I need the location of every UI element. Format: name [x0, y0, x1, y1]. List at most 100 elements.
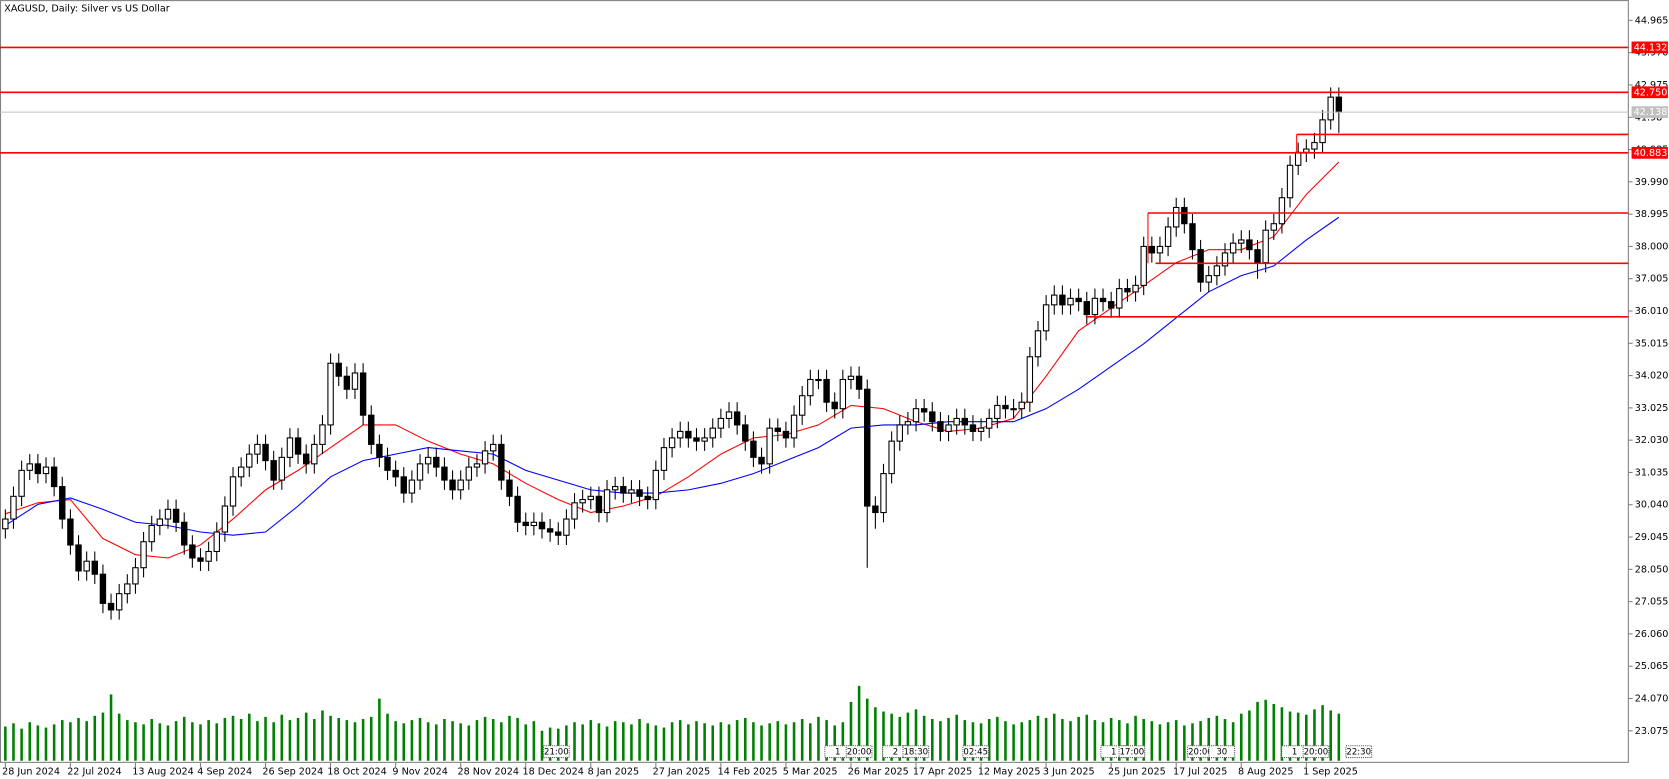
candle-body	[50, 466, 58, 488]
volume-bar	[1061, 719, 1064, 761]
volume-bar	[646, 723, 649, 761]
candle-body	[408, 479, 416, 494]
volume-bar	[524, 724, 528, 761]
volume-bar	[703, 723, 706, 761]
volume-bar	[93, 715, 97, 761]
candle-body	[880, 473, 887, 514]
x-tick-label: 12 May 2025	[978, 766, 1041, 777]
candle-body	[400, 476, 407, 494]
volume-bar	[288, 720, 292, 761]
candle-body	[514, 495, 521, 523]
y-tick-label: 44.965	[1635, 15, 1669, 26]
level-label: 44.132	[1634, 42, 1668, 53]
candle-body	[140, 541, 147, 569]
candle-body	[115, 593, 123, 611]
volume-bar	[1101, 722, 1105, 761]
volume-bar	[516, 717, 519, 761]
x-tick-label: 18 Dec 2024	[523, 766, 584, 777]
volume-bar	[264, 716, 267, 761]
y-tick-label: 31.035	[1635, 467, 1669, 478]
candle-body	[392, 469, 399, 478]
candle-body	[1197, 249, 1204, 283]
time-tag: 1	[824, 745, 852, 759]
candle-body	[1051, 294, 1058, 306]
volume-bar	[182, 716, 186, 761]
volume-bar	[800, 719, 804, 761]
candle-body	[685, 430, 692, 439]
volume-bar	[882, 711, 885, 761]
volume-bar	[1142, 719, 1145, 761]
candle-body	[1335, 96, 1343, 113]
time-tag: 22:30	[1345, 745, 1373, 759]
volume-bar	[1085, 714, 1089, 761]
candle-body	[758, 456, 765, 465]
candle-body	[1319, 119, 1326, 144]
candle-body	[1132, 284, 1139, 293]
time-tag: 21:00	[542, 745, 570, 759]
volume-bar	[60, 720, 64, 761]
volume-bar	[1093, 720, 1097, 761]
candle-body	[530, 521, 538, 527]
volume-bar	[12, 723, 15, 761]
candle-body	[197, 557, 204, 562]
volume-bar	[792, 722, 796, 761]
candle-body	[603, 489, 611, 514]
volume-bar	[996, 716, 999, 761]
volume-bar	[329, 715, 332, 761]
volume-bar	[296, 717, 300, 761]
x-tick-label: 25 Jun 2025	[1108, 766, 1166, 777]
candle-body	[1067, 297, 1074, 306]
volume-bar	[1004, 721, 1007, 761]
time-tag-box	[1345, 745, 1373, 759]
volume-bar	[20, 728, 23, 761]
volume-bar	[573, 722, 576, 761]
time-tag-label: 2	[893, 748, 898, 758]
plot-frame	[0, 0, 1629, 763]
volume-bar	[874, 707, 877, 761]
level-label: 42.138	[1634, 107, 1668, 118]
candle-body	[1099, 297, 1107, 303]
volume-bar	[28, 722, 32, 761]
volume-bar	[109, 694, 113, 761]
volume-bar	[418, 717, 422, 761]
volume-bar	[223, 717, 227, 761]
candle-body	[1124, 288, 1131, 293]
x-tick-label: 28 Jun 2024	[2, 766, 60, 777]
volume-bar	[654, 725, 658, 761]
candle-body	[920, 408, 928, 413]
time-tag-label: 20:00	[847, 748, 872, 758]
volume-bar	[500, 722, 503, 761]
x-tick-label: 8 Aug 2025	[1238, 766, 1293, 777]
volume-bar	[1264, 699, 1267, 761]
volume-bar	[1183, 725, 1186, 761]
volume-bar	[955, 714, 958, 761]
volume-bar	[581, 724, 584, 761]
time-tag-box	[1100, 745, 1128, 759]
x-tick-label: 17 Apr 2025	[913, 766, 972, 777]
candle-body	[124, 583, 131, 595]
candle-body	[1327, 96, 1334, 121]
volume-bar	[1215, 715, 1219, 761]
candle-body	[994, 404, 1001, 419]
volume-bar	[158, 723, 162, 761]
volume-bar	[947, 717, 950, 761]
volume-bar	[1329, 710, 1332, 761]
candle-body	[132, 567, 139, 585]
candle-body	[790, 414, 798, 439]
time-tag-label: 18:30	[903, 748, 928, 758]
volume-bar	[321, 710, 324, 761]
level-label: 40.883	[1634, 148, 1668, 159]
x-tick-label: 14 Feb 2025	[718, 766, 778, 777]
candle-body	[343, 375, 351, 390]
volume-bar	[280, 714, 284, 761]
volume-bar	[817, 716, 820, 761]
volume-bar	[687, 724, 690, 761]
candle-body	[1278, 197, 1286, 225]
candle-body	[465, 466, 473, 481]
candle-body	[538, 521, 546, 530]
candle-body	[270, 460, 277, 481]
candle-body	[587, 495, 594, 501]
volume-bar	[134, 722, 137, 761]
